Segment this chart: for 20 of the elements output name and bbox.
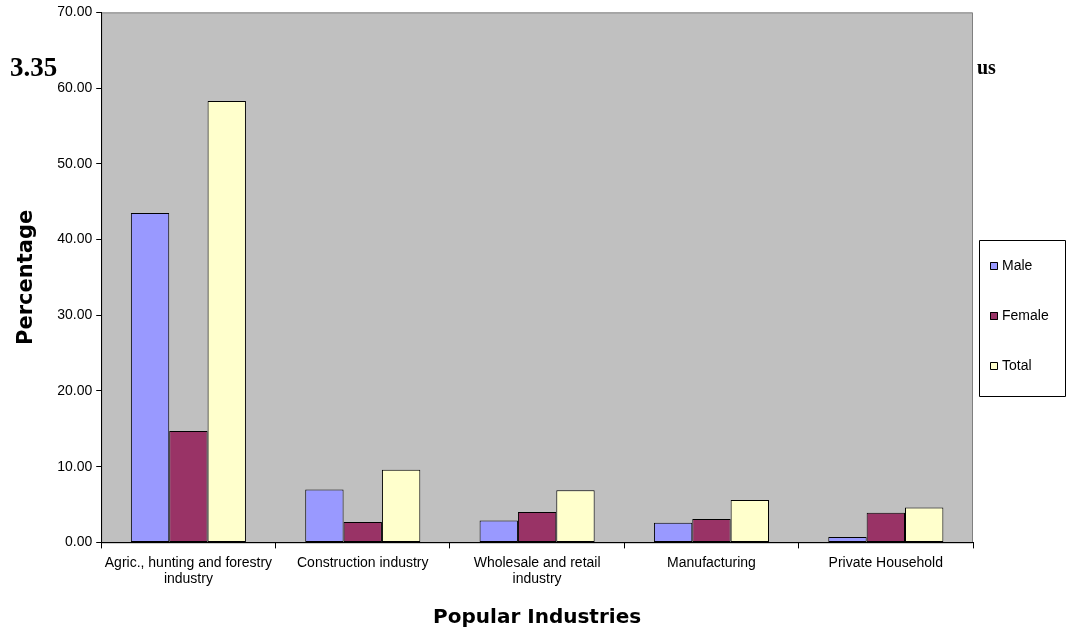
x-axis-title: Popular Industries <box>433 604 642 629</box>
x-tick-label: Manufacturing <box>667 553 756 570</box>
x-tick-label: Private Household <box>828 553 944 570</box>
text: 3.35 <box>10 51 58 82</box>
y-tick-label: 0.00 <box>64 533 93 550</box>
x-tick-label: Construction industry <box>297 553 429 570</box>
y-tick-label: 10.00 <box>57 457 93 474</box>
y-tick-label: 60.00 <box>57 78 93 95</box>
y-tick-label: 70.00 <box>57 3 93 20</box>
x-tick-label: Agric., hunting and forestry industry <box>104 553 273 587</box>
y-tick-label: 40.00 <box>57 230 93 247</box>
y-axis-title: Percentage <box>13 209 38 345</box>
legend-label: Male <box>1002 256 1033 273</box>
legend-label: Female <box>1002 306 1049 323</box>
y-tick-label: 30.00 <box>57 306 93 323</box>
x-tick-label: Wholesale and retail industry <box>473 553 601 587</box>
y-tick-label: 50.00 <box>57 154 93 171</box>
legend-label: Total <box>1002 356 1032 373</box>
y-tick-label: 20.00 <box>57 381 93 398</box>
text: us <box>977 56 997 79</box>
